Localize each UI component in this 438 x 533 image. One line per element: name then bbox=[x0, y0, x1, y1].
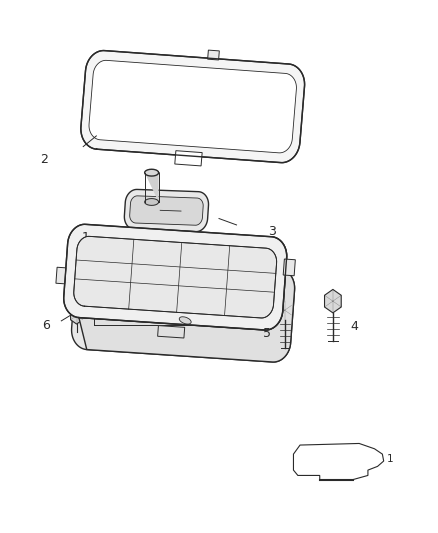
Polygon shape bbox=[71, 256, 295, 362]
Polygon shape bbox=[325, 289, 341, 313]
Text: 3: 3 bbox=[268, 225, 276, 238]
Polygon shape bbox=[145, 169, 159, 176]
Text: 1: 1 bbox=[81, 231, 89, 244]
Text: 4: 4 bbox=[350, 320, 358, 333]
Polygon shape bbox=[130, 196, 203, 225]
Polygon shape bbox=[71, 307, 83, 324]
Text: 6: 6 bbox=[42, 319, 50, 332]
Polygon shape bbox=[145, 199, 159, 205]
Polygon shape bbox=[124, 189, 208, 232]
Polygon shape bbox=[56, 267, 66, 284]
Polygon shape bbox=[145, 169, 159, 202]
Ellipse shape bbox=[179, 317, 191, 324]
Text: 1: 1 bbox=[386, 455, 393, 464]
Text: 5: 5 bbox=[263, 327, 271, 340]
Polygon shape bbox=[283, 259, 295, 276]
Polygon shape bbox=[158, 326, 185, 338]
Polygon shape bbox=[89, 60, 297, 153]
Polygon shape bbox=[79, 237, 295, 362]
Polygon shape bbox=[74, 236, 277, 318]
Polygon shape bbox=[293, 443, 384, 480]
Polygon shape bbox=[64, 224, 287, 330]
Polygon shape bbox=[81, 51, 304, 163]
Polygon shape bbox=[208, 50, 219, 60]
Polygon shape bbox=[278, 301, 292, 320]
Text: 2: 2 bbox=[40, 154, 48, 166]
Polygon shape bbox=[175, 151, 202, 166]
